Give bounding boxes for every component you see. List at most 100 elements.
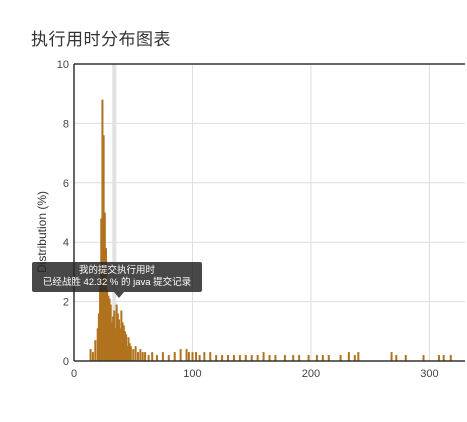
bar [108,298,111,361]
bar [321,355,324,361]
y-tick-label: 0 [63,356,69,368]
bar [127,337,130,361]
bar [121,322,124,361]
y-axis-label: Distribution (%) [35,191,49,273]
bar [244,355,247,361]
x-tick-label: 100 [183,368,201,380]
page-title: 执行用时分布图表 [31,30,171,49]
bar [141,352,144,361]
bar [422,355,425,361]
bar [147,355,150,361]
bar [134,346,137,361]
bar [404,355,407,361]
bar [123,331,126,361]
bar [262,352,265,361]
x-tick-label: 200 [302,368,320,380]
bar [115,304,118,361]
bar [132,349,135,361]
bar [97,313,100,361]
bar [113,310,116,361]
bar [112,316,115,361]
bar [118,319,121,361]
my-submission-highlight [112,64,117,361]
bar [173,352,176,361]
bar [268,355,271,361]
bar [109,304,112,361]
tooltip-arrow [114,292,124,298]
bar [129,346,132,361]
bar [307,355,310,361]
bar [116,313,119,361]
bar [191,352,194,361]
bar [96,328,99,361]
bar [298,355,301,361]
bar [203,352,206,361]
bar [126,346,129,361]
bar [155,355,158,361]
tooltip-title: 我的提交执行用时 [78,265,155,276]
bar [104,248,107,361]
bar [110,322,113,361]
bar [353,355,356,361]
bar [187,352,190,361]
bar [120,310,123,361]
y-tick-label: 6 [63,178,69,190]
bar [102,135,105,361]
y-tick-label: 8 [63,118,69,130]
bar [144,352,147,361]
bar [347,352,350,361]
y-tick-label: 2 [63,297,69,309]
bar [89,349,92,361]
submission-tooltip: 我的提交执行用时 已经战胜 42.32 % 的 java 提交记录 [32,262,202,298]
bar [437,355,440,361]
bar [167,355,170,361]
bar [161,352,164,361]
bar [125,334,128,361]
bar [315,355,318,361]
bar [94,340,97,361]
bar [119,328,122,361]
x-tick-label: 300 [420,368,438,380]
bar [195,352,198,361]
bar [185,349,188,361]
bar [198,355,201,361]
bars-layer [89,99,452,361]
bar [339,355,342,361]
bar [274,355,277,361]
bar [215,355,218,361]
x-tick-label: 0 [71,368,77,380]
bar [390,352,393,361]
bar [107,295,110,361]
bar [256,355,259,361]
bar [292,355,295,361]
bar [327,355,330,361]
bar [395,355,398,361]
bar [101,99,104,361]
bar [99,277,102,361]
bar [442,355,445,361]
y-tick-label: 4 [63,237,69,249]
grid-layer [74,63,465,361]
bar [122,325,125,361]
bar [128,343,131,361]
tooltip-detail: 已经战胜 42.32 % 的 java 提交记录 [42,277,192,288]
bar [357,352,360,361]
bar [221,355,224,361]
bar [283,355,286,361]
bar [227,355,230,361]
bar [209,352,212,361]
bar [139,349,142,361]
bar [179,349,182,361]
y-tick-label: 10 [57,59,69,71]
bar [91,352,94,361]
bar [114,328,117,361]
bar [232,355,235,361]
bar [151,352,154,361]
bar [250,355,253,361]
bar [136,352,139,361]
bar [238,355,241,361]
bar [449,355,452,361]
